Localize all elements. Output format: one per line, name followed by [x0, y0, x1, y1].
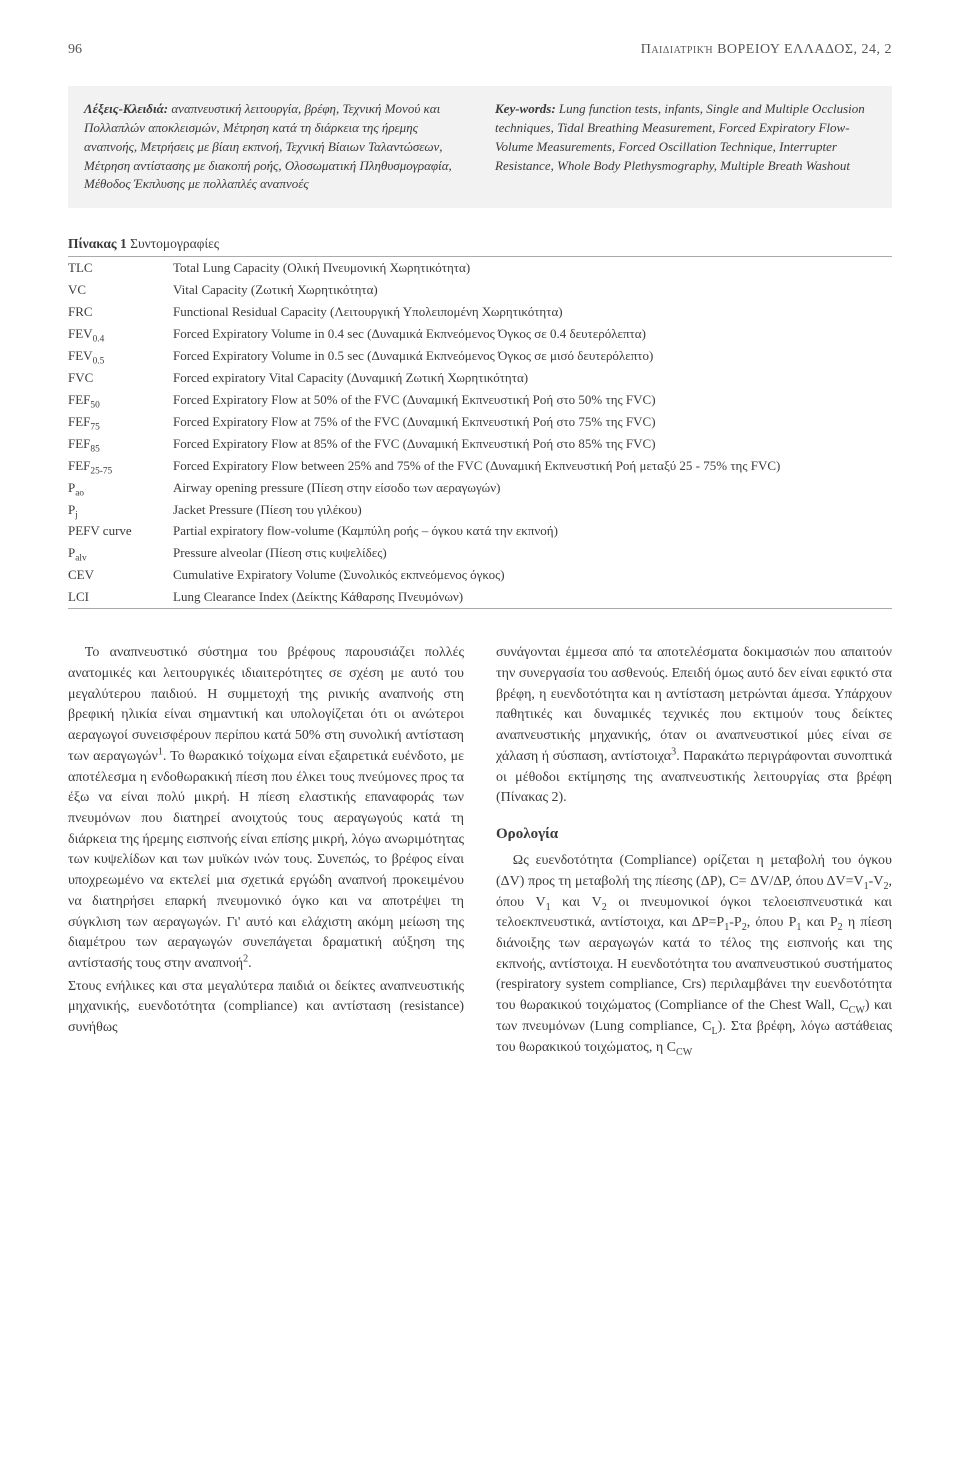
page-header: 96 Παιδιατρική ΒΟΡΕΙΟΥ ΕΛΛΑΔΟΣ, 24, 2: [68, 42, 892, 58]
definition-cell: Forced expiratory Vital Capacity (Δυναμι…: [173, 367, 892, 389]
definition-cell: Forced Expiratory Flow at 85% of the FVC…: [173, 433, 892, 455]
table-row: FEV0.4Forced Expiratory Volume in 0.4 se…: [68, 323, 892, 345]
table-row: FRCFunctional Residual Capacity (Λειτουρ…: [68, 301, 892, 323]
table-row: VCVital Capacity (Ζωτική Χωρητικότητα): [68, 279, 892, 301]
abbreviations-table: TLCTotal Lung Capacity (Ολική Πνευμονική…: [68, 256, 892, 609]
table-row: LCILung Clearance Index (Δείκτης Κάθαρση…: [68, 586, 892, 608]
keywords-box: Λέξεις-Κλειδιά: αναπνευστική λειτουργία,…: [68, 86, 892, 208]
definition-cell: Vital Capacity (Ζωτική Χωρητικότητα): [173, 279, 892, 301]
definition-cell: Forced Expiratory Flow between 25% and 7…: [173, 455, 892, 477]
abbrev-cell: FEF85: [68, 433, 173, 455]
abbrev-cell: Pj: [68, 499, 173, 521]
definition-cell: Forced Expiratory Volume in 0.5 sec (Δυν…: [173, 345, 892, 367]
definition-cell: Lung Clearance Index (Δείκτης Κάθαρσης Π…: [173, 586, 892, 608]
definition-cell: Functional Residual Capacity (Λειτουργικ…: [173, 301, 892, 323]
definition-cell: Forced Expiratory Flow at 50% of the FVC…: [173, 389, 892, 411]
keywords-greek-label: Λέξεις-Κλειδιά:: [84, 101, 168, 116]
definition-cell: Partial expiratory flow-volume (Καμπύλη …: [173, 520, 892, 542]
body-text: Το αναπνευστικό σύστημα του βρέφους παρο…: [68, 643, 892, 1060]
table-row: FVCForced expiratory Vital Capacity (Δυν…: [68, 367, 892, 389]
abbrev-cell: FEF50: [68, 389, 173, 411]
definition-cell: Forced Expiratory Volume in 0.4 sec (Δυν…: [173, 323, 892, 345]
abbrev-cell: FVC: [68, 367, 173, 389]
definition-cell: Total Lung Capacity (Ολική Πνευμονική Χω…: [173, 257, 892, 279]
table-row: FEF85Forced Expiratory Flow at 85% of th…: [68, 433, 892, 455]
journal-title: Παιδιατρική ΒΟΡΕΙΟΥ ΕΛΛΑΔΟΣ, 24, 2: [641, 42, 892, 58]
abbrev-cell: Pao: [68, 477, 173, 499]
page: 96 Παιδιατρική ΒΟΡΕΙΟΥ ΕΛΛΑΔΟΣ, 24, 2 Λέ…: [0, 0, 960, 1484]
definition-cell: Jacket Pressure (Πίεση του γιλέκου): [173, 499, 892, 521]
definition-cell: Cumulative Expiratory Volume (Συνολικός …: [173, 564, 892, 586]
abbrev-cell: VC: [68, 279, 173, 301]
definition-cell: Pressure alveolar (Πίεση στις κυψελίδες): [173, 542, 892, 564]
table-row: FEV0.5Forced Expiratory Volume in 0.5 se…: [68, 345, 892, 367]
abbrev-cell: FEV0.5: [68, 345, 173, 367]
left-column: Το αναπνευστικό σύστημα του βρέφους παρο…: [68, 643, 464, 1060]
body-paragraph: Ως ευενδοτότητα (Compliance) ορίζεται η …: [496, 851, 892, 1058]
table-row: PjJacket Pressure (Πίεση του γιλέκου): [68, 499, 892, 521]
table1-title: Πίνακας 1 Συντομογραφίες: [68, 236, 892, 252]
keywords-greek: Λέξεις-Κλειδιά: αναπνευστική λειτουργία,…: [84, 100, 465, 194]
abbrev-cell: PEFV curve: [68, 520, 173, 542]
body-paragraph: συνάγονται έμμεσα από τα αποτελέσματα δο…: [496, 643, 892, 809]
definition-cell: Airway opening pressure (Πίεση στην είσο…: [173, 477, 892, 499]
abbrev-cell: FEF75: [68, 411, 173, 433]
keywords-english: Key-words: Lung function tests, infants,…: [495, 100, 876, 194]
body-paragraph: Το αναπνευστικό σύστημα του βρέφους παρο…: [68, 643, 464, 975]
table-row: FEF25-75Forced Expiratory Flow between 2…: [68, 455, 892, 477]
definition-cell: Forced Expiratory Flow at 75% of the FVC…: [173, 411, 892, 433]
table-row: FEF50Forced Expiratory Flow at 50% of th…: [68, 389, 892, 411]
table1-title-rest: Συντομογραφίες: [127, 236, 219, 251]
abbrev-cell: TLC: [68, 257, 173, 279]
right-column: συνάγονται έμμεσα από τα αποτελέσματα δο…: [496, 643, 892, 1060]
table-row: TLCTotal Lung Capacity (Ολική Πνευμονική…: [68, 257, 892, 279]
table-row: FEF75Forced Expiratory Flow at 75% of th…: [68, 411, 892, 433]
section-heading: Ορολογία: [496, 823, 892, 845]
table-row: CEVCumulative Expiratory Volume (Συνολικ…: [68, 564, 892, 586]
keywords-english-label: Key-words:: [495, 101, 556, 116]
abbrev-cell: LCI: [68, 586, 173, 608]
table1-title-bold: Πίνακας 1: [68, 236, 127, 251]
page-number: 96: [68, 42, 82, 58]
table-row: PaoAirway opening pressure (Πίεση στην ε…: [68, 477, 892, 499]
table-row: PalvPressure alveolar (Πίεση στις κυψελί…: [68, 542, 892, 564]
abbrev-cell: CEV: [68, 564, 173, 586]
abbrev-cell: FRC: [68, 301, 173, 323]
table-row: PEFV curvePartial expiratory flow-volume…: [68, 520, 892, 542]
abbrev-cell: Palv: [68, 542, 173, 564]
abbrev-cell: FEV0.4: [68, 323, 173, 345]
body-paragraph: Στους ενήλικες και στα μεγαλύτερα παιδιά…: [68, 977, 464, 1039]
abbrev-cell: FEF25-75: [68, 455, 173, 477]
